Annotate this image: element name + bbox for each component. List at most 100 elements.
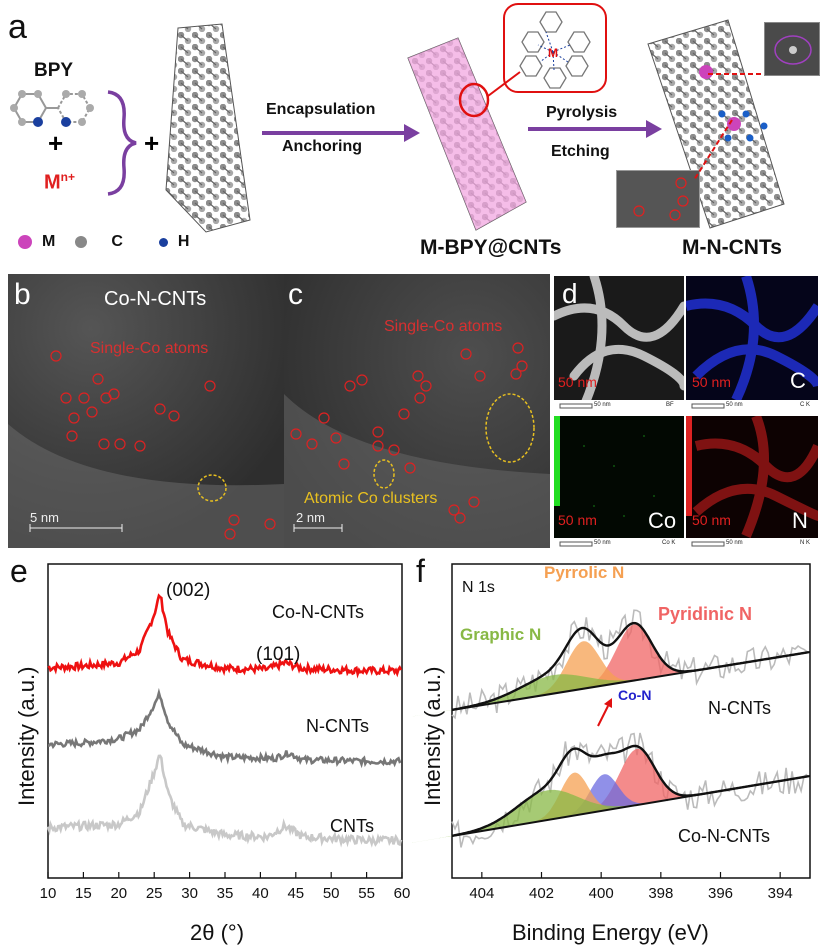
arrow1-top-label: Encapsulation xyxy=(266,101,376,118)
xps-con-arrowhead xyxy=(604,698,612,708)
carbon-nanotube-bpy xyxy=(407,37,527,231)
legend-m-label: M xyxy=(42,233,56,250)
legend-c-label: C xyxy=(111,233,123,250)
xps-component-co-n xyxy=(505,774,703,827)
xrd-label-n-cnts: N-CNTs xyxy=(306,716,369,736)
arrow-pyrolysis xyxy=(528,120,662,138)
panel-c-tem-image: c Single-Co atoms Atomic Co clusters 2 n… xyxy=(284,274,550,548)
xps-con-label: Co-N xyxy=(618,687,651,703)
panel-letter-a: a xyxy=(8,8,27,46)
single-atom-inset-top xyxy=(764,22,820,76)
product-mncnts-label: M-N-CNTs xyxy=(682,236,782,259)
panel-b-annotation: Single-Co atoms xyxy=(90,340,209,357)
xps-x-tick-label: 402 xyxy=(529,885,554,902)
xrd-label-co-n-cnts: Co-N-CNTs xyxy=(272,602,364,622)
xps-con-arrow xyxy=(597,705,609,727)
legend-m-swatch xyxy=(18,235,32,249)
eds-c-footer: C K xyxy=(800,402,811,408)
panel-letter-e: e xyxy=(10,553,28,589)
eds-map-bf: d 50 nm 50 nm BF xyxy=(554,276,684,414)
arrow2-bottom-label: Etching xyxy=(551,143,610,160)
xps-fits-group xyxy=(412,609,811,848)
xps-y-axis-label: Intensity (a.u.) xyxy=(420,667,445,806)
eds-map-n: 50 nm N 50 nm N K xyxy=(686,416,818,552)
product-bpy-cnts-label: M-BPY@CNTs xyxy=(420,236,562,259)
panel-e-xrd-chart: e 10 15 20 25 30 35 40 45 50 55 60 (002) (101) Co-… xyxy=(10,553,410,945)
xrd-x-ticks: 10 15 20 25 30 35 40 45 50 55 60 xyxy=(40,872,410,902)
xrd-series-co-n-cnts xyxy=(47,593,403,679)
eds-c-element: C xyxy=(790,368,806,393)
eds-c-footer-scale: 50 nm xyxy=(726,402,743,408)
eds-bf-scale: 50 nm xyxy=(558,374,597,390)
curly-brace xyxy=(107,90,137,196)
xps-pyridinic-label: Pyridinic N xyxy=(658,604,752,624)
eds-co-footer-scale: 50 nm xyxy=(594,540,611,546)
complex-metal-label: M xyxy=(548,46,558,60)
xps-x-ticks: 404 402 400 398 396 394 xyxy=(469,872,793,902)
eds-map-co: 50 nm Co 50 nm Co K xyxy=(554,416,684,552)
xps-x-axis-label: Binding Energy (eV) xyxy=(512,920,709,945)
eds-n-element: N xyxy=(792,508,808,533)
eds-map-c: 50 nm C 50 nm C K xyxy=(686,276,818,414)
xps-component-pyrrolic-n xyxy=(466,641,700,708)
eds-co-element: Co xyxy=(648,508,677,533)
metal-ion-label: Mn+ xyxy=(44,170,76,194)
xrd-series-cnts xyxy=(46,754,403,848)
plus-sign-1: + xyxy=(48,128,64,158)
xrd-x-axis-label: 2θ (°) xyxy=(190,920,244,945)
xrd-x-tick-label: 55 xyxy=(358,885,375,902)
eds-bf-footer: BF xyxy=(666,402,674,408)
legend-h-swatch xyxy=(158,237,168,247)
xrd-y-axis-label: Intensity (a.u.) xyxy=(14,667,39,806)
eds-n-scale: 50 nm xyxy=(692,512,731,528)
eds-co-footer: Co K xyxy=(662,540,676,546)
xps-core-level-label: N 1s xyxy=(462,579,495,596)
xps-component-pyridinic-n xyxy=(508,624,760,701)
xps-label-n-cnts: N-CNTs xyxy=(708,698,771,718)
xrd-peak-101-label: (101) xyxy=(256,644,300,665)
xrd-x-tick-label: 10 xyxy=(40,885,57,902)
panel-letter-d: d xyxy=(562,278,578,309)
xrd-x-tick-label: 20 xyxy=(110,885,127,902)
eds-c-scale: 50 nm xyxy=(692,374,731,390)
xrd-label-cnts: CNTs xyxy=(330,816,374,836)
metal-complex-inset: M xyxy=(503,3,607,93)
carbon-nanotube-mncnts xyxy=(647,19,785,229)
xrd-x-tick-label: 35 xyxy=(217,885,234,902)
legend-c-swatch xyxy=(75,236,88,248)
xps-axes-frame xyxy=(451,563,811,879)
arrow-encapsulation xyxy=(262,124,420,142)
xrd-series-group xyxy=(46,593,403,848)
panel-f-xps-chart: f 404 402 400 398 396 394 N 1s Pyrrolic N Pyr… xyxy=(412,553,811,945)
carbon-nanotube-pristine xyxy=(165,23,251,233)
xps-pyrrolic-label: Pyrrolic N xyxy=(544,563,624,582)
panel-letter-b: b xyxy=(14,278,31,311)
xps-component-pyridinic-n xyxy=(511,748,763,826)
plus-sign-2: + xyxy=(144,128,160,158)
atom-legend: M C H xyxy=(18,233,189,251)
xps-x-tick-label: 400 xyxy=(589,885,614,902)
inset-connectors-mncnts xyxy=(693,73,764,181)
panel-letter-f: f xyxy=(416,553,425,589)
xrd-peak-002-label: (002) xyxy=(166,580,210,601)
bpy-label: BPY xyxy=(34,60,74,81)
inset-connector xyxy=(487,71,521,97)
xrd-x-tick-label: 25 xyxy=(146,885,163,902)
xps-envelope xyxy=(451,621,809,711)
xps-envelope xyxy=(451,744,809,837)
panel-c-annotation-single: Single-Co atoms xyxy=(384,318,503,335)
panel-b-title: Co-N-CNTs xyxy=(104,288,207,310)
eds-n-footer: N K xyxy=(800,540,811,546)
xrd-x-tick-label: 30 xyxy=(181,885,198,902)
xrd-x-tick-label: 40 xyxy=(252,885,269,902)
panel-letter-c: c xyxy=(288,278,303,311)
bpy-molecule xyxy=(10,90,94,127)
eds-co-scale: 50 nm xyxy=(558,512,597,528)
xps-x-tick-label: 396 xyxy=(708,885,733,902)
xps-graphitic-label: Graphic N xyxy=(460,625,541,644)
panel-b-scalebar: 5 nm xyxy=(30,510,59,525)
xrd-x-tick-label: 15 xyxy=(75,885,92,902)
panel-c-annotation-clusters: Atomic Co clusters xyxy=(304,490,438,507)
panel-c-scalebar: 2 nm xyxy=(296,510,325,525)
single-atom-inset-bottom xyxy=(616,170,700,228)
